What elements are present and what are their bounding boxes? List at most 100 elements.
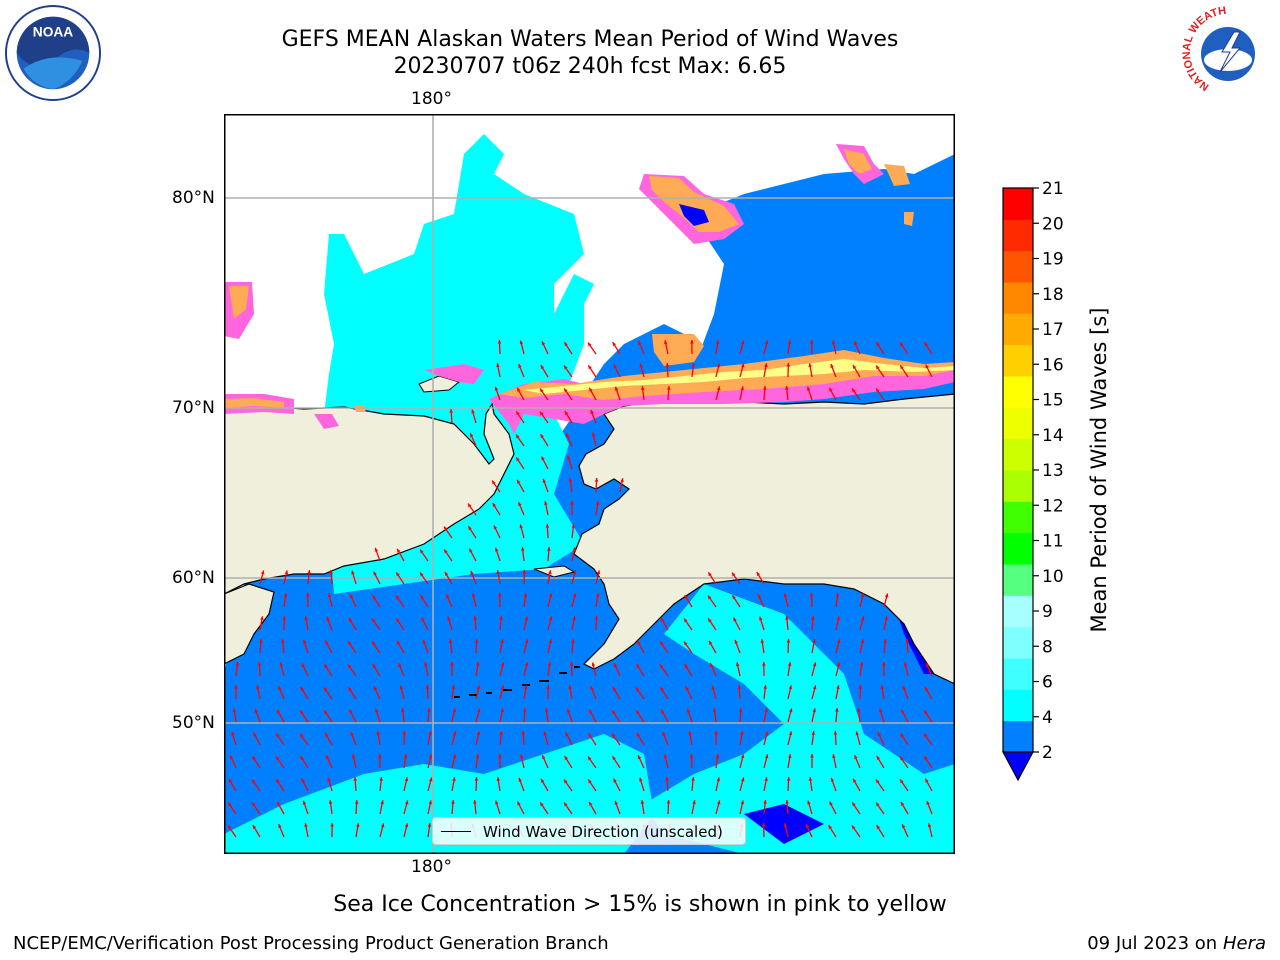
wind-wave-arrowhead xyxy=(421,617,425,622)
wind-wave-arrowhead xyxy=(785,616,789,620)
wind-wave-arrowhead xyxy=(591,662,596,667)
wind-wave-arrowhead xyxy=(252,825,257,829)
wind-wave-arrowhead xyxy=(763,800,767,804)
wind-wave-arrowhead xyxy=(326,755,330,760)
wind-wave-arrowhead xyxy=(401,708,405,712)
wind-wave-arrowhead xyxy=(427,708,431,712)
wind-wave-arrowhead xyxy=(283,593,288,597)
wind-wave-arrowhead xyxy=(398,663,402,668)
wind-wave-arrowhead xyxy=(496,777,501,781)
wind-wave-arrowhead xyxy=(377,754,382,758)
wind-wave-arrowhead xyxy=(373,686,378,691)
wind-wave-arrowhead xyxy=(427,823,432,827)
wind-wave-arrowhead xyxy=(325,640,329,645)
wind-wave-arrowhead xyxy=(640,800,645,804)
wind-wave-arrowhead xyxy=(711,685,715,690)
wind-wave-arrowhead xyxy=(757,594,762,599)
land-alaska xyxy=(573,393,955,685)
wind-wave-arrowhead xyxy=(521,731,526,735)
wind-wave-arrowhead xyxy=(709,640,713,645)
wind-wave-arrowhead xyxy=(857,708,861,712)
wind-wave-arrowhead xyxy=(500,639,504,644)
wind-wave-arrowhead xyxy=(859,662,864,666)
wind-wave-arrowhead xyxy=(806,824,810,829)
wind-wave-arrowhead xyxy=(324,710,328,715)
wind-wave-arrowhead xyxy=(422,639,427,644)
wind-wave-arrowhead xyxy=(716,386,721,391)
wind-wave-arrowhead xyxy=(853,778,857,783)
wind-wave-arrowhead xyxy=(590,410,594,414)
wind-wave-arrowhead xyxy=(924,686,929,691)
wind-wave-arrowhead xyxy=(353,777,358,781)
lon-label-top: 180° xyxy=(411,89,452,109)
wind-wave-arrowhead xyxy=(612,342,617,347)
wind-wave-arrowhead xyxy=(665,363,670,367)
wind-wave-arrowhead xyxy=(925,364,929,369)
wind-wave-arrowhead xyxy=(543,731,547,736)
wind-wave-arrowhead xyxy=(572,616,576,621)
wind-wave-arrowhead xyxy=(301,663,306,668)
wind-wave-arrowhead xyxy=(685,686,689,691)
wind-wave-arrowhead xyxy=(611,733,616,738)
wind-wave-arrowhead xyxy=(300,687,305,692)
ocean-mid-period-east xyxy=(644,584,955,854)
wind-wave-arrowhead xyxy=(540,365,545,369)
wind-wave-arrowhead xyxy=(566,708,571,713)
wind-wave-arrowhead xyxy=(548,593,553,598)
wind-wave-arrowhead xyxy=(327,593,332,598)
wind-wave-arrowhead xyxy=(524,639,529,644)
wind-wave-arrowhead xyxy=(588,733,592,738)
wind-wave-arrowhead xyxy=(811,616,815,620)
wind-wave-arrowhead xyxy=(812,662,817,667)
wind-wave-arrowhead xyxy=(495,800,499,805)
wind-wave-arrowhead xyxy=(259,639,263,643)
wind-wave-arrowhead xyxy=(524,616,529,621)
wind-wave-arrowhead xyxy=(572,547,576,552)
colorbar-segment xyxy=(1003,313,1033,346)
wind-wave-arrowhead xyxy=(738,708,743,712)
wind-wave-arrowhead xyxy=(276,779,280,784)
wind-wave-arrowhead xyxy=(348,641,352,646)
wind-wave-arrowhead xyxy=(852,364,857,369)
wind-wave-arrowhead xyxy=(926,800,930,805)
wind-wave-arrowhead xyxy=(716,800,721,805)
wind-wave-arrowhead xyxy=(496,363,500,368)
footer-left: NCEP/EMC/Verification Post Processing Pr… xyxy=(13,933,609,954)
wind-wave-arrowhead xyxy=(691,777,695,781)
wind-wave-arrowhead xyxy=(572,570,577,575)
wind-wave-arrowhead xyxy=(786,639,791,643)
wind-wave-arrowhead xyxy=(665,777,669,781)
wind-wave-arrowhead xyxy=(637,755,642,760)
wind-wave-arrowhead xyxy=(924,756,928,761)
wind-wave-arrowhead xyxy=(518,502,522,507)
wind-wave-arrowhead xyxy=(594,616,599,620)
wind-wave-arrowhead xyxy=(612,710,616,715)
wind-wave-arrowhead xyxy=(351,754,356,759)
wind-wave-arrowhead xyxy=(542,755,546,760)
wind-wave-arrowhead xyxy=(420,572,424,577)
wind-wave-arrowhead xyxy=(497,593,502,597)
wind-wave-arrowhead xyxy=(228,778,233,783)
wind-wave-arrowhead xyxy=(524,662,529,667)
wind-wave-arrowhead xyxy=(546,685,550,689)
footer-date: 09 Jul 2023 on xyxy=(1087,933,1223,954)
wind-wave-arrowhead xyxy=(305,593,310,597)
wind-wave-arrowhead xyxy=(903,662,908,667)
wind-wave-arrowhead xyxy=(229,755,234,760)
wind-wave-arrowhead xyxy=(476,731,481,736)
wind-wave-arrowhead xyxy=(613,663,618,668)
wind-wave-arrowhead xyxy=(785,800,789,804)
wind-wave-arrowhead xyxy=(397,640,401,645)
wind-wave-arrowhead xyxy=(379,777,383,781)
colorbar-tick-label: 19 xyxy=(1042,250,1064,270)
wind-wave-arrowhead xyxy=(900,779,904,784)
wind-wave-arrowhead xyxy=(787,662,792,666)
wind-wave-arrowhead xyxy=(829,387,833,392)
colorbar-segment xyxy=(1003,407,1033,440)
wind-wave-arrowhead xyxy=(740,777,745,782)
wind-wave-arrowhead xyxy=(812,639,816,644)
wind-wave-arrowhead xyxy=(594,478,599,482)
wind-wave-arrowhead xyxy=(756,572,761,576)
wind-wave-arrowhead xyxy=(684,618,688,623)
wind-wave-arrowhead xyxy=(471,593,476,598)
